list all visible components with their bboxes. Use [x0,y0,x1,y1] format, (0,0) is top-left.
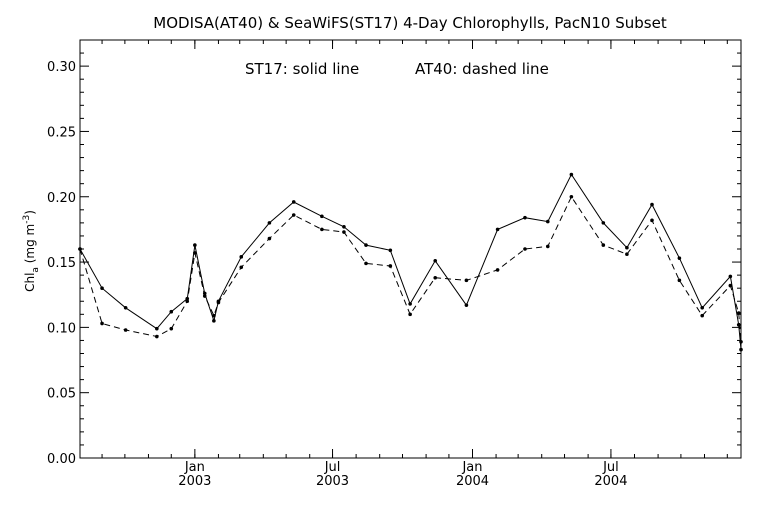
y-label-main: Chl [23,273,37,292]
y-tick-label: 0.30 [47,60,76,75]
data-point-st17 [601,221,606,225]
data-point-at40 [728,283,733,288]
data-point-st17 [155,326,159,331]
data-point-st17 [123,305,128,310]
data-point-at40 [193,251,197,255]
data-point-at40 [625,252,629,257]
data-point-st17 [625,245,629,250]
data-point-at40 [601,243,606,247]
series-line-st17 [79,173,742,350]
data-point-at40 [100,321,104,326]
data-point-at40 [739,339,743,344]
data-point-st17 [388,248,393,253]
y-axis-label: Chla (mg m-3) [22,210,41,292]
data-point-at40 [677,278,682,283]
data-point-st17 [523,215,527,220]
y-tick-label: 0.20 [47,191,76,206]
x-tick-month: Jul [324,460,341,475]
x-tick-year: 2003 [178,474,211,489]
data-point-at40 [433,275,438,280]
data-point-st17 [291,200,296,204]
chart-title: MODISA(AT40) & SeaWiFS(ST17) 4-Day Chlor… [153,14,667,32]
data-point-at40 [388,264,393,268]
series-layer [78,172,743,352]
data-point-st17 [700,305,705,310]
data-point-at40 [569,194,574,199]
dashed-line-note: AT40: dashed line [415,60,549,78]
data-point-at40 [78,247,82,251]
data-point-at40 [650,218,654,223]
data-point-at40 [291,213,296,217]
data-point-at40 [155,334,159,339]
data-point-at40 [408,312,412,317]
data-point-st17 [569,172,574,177]
data-point-st17 [677,256,682,260]
data-point-st17 [100,286,104,290]
data-point-at40 [320,227,324,232]
data-point-st17 [408,302,412,306]
data-point-at40 [736,311,741,315]
y-tick-label: 0.05 [47,387,76,402]
data-point-st17 [739,347,743,352]
x-tick-month: Jan [461,460,482,475]
data-point-at40 [202,294,207,298]
data-point-at40 [495,268,500,272]
data-point-st17 [650,202,654,207]
data-point-at40 [123,328,128,332]
data-point-at40 [185,299,190,304]
y-tick-label: 0.25 [47,125,76,140]
y-tick-label: 0.10 [47,321,76,336]
data-point-at40 [364,261,368,266]
x-tick-year: 2004 [594,474,627,489]
data-point-at40 [212,313,216,318]
x-tick-year: 2003 [316,474,349,489]
data-point-at40 [464,278,469,283]
data-point-st17 [364,243,368,247]
data-point-at40 [523,247,527,251]
x-tick-month: Jul [602,460,619,475]
y-axis: 0.00 0.05 0.10 0.15 0.20 0.25 0.30 [47,39,741,467]
data-point-st17 [169,309,174,314]
y-label-close: ) [23,210,37,215]
data-point-st17 [320,214,324,219]
data-point-st17 [193,243,197,247]
plot-frame [79,39,742,459]
data-point-st17 [239,255,244,259]
data-point-st17 [433,258,438,263]
data-point-st17 [267,221,272,225]
series-line-at40 [79,195,742,342]
y-label-unit: (mg m [23,224,37,267]
x-tick-month: Jan [184,460,205,475]
solid-line-note: ST17: solid line [245,60,359,78]
data-point-at40 [239,265,244,270]
x-tick-year: 2004 [456,474,489,489]
data-point-st17 [212,319,216,323]
y-tick-label: 0.00 [47,452,76,467]
data-point-at40 [216,300,221,305]
data-point-st17 [342,224,346,229]
data-point-at40 [545,244,550,249]
y-label-sub: a [31,267,41,273]
data-point-st17 [495,227,500,232]
data-point-at40 [169,326,174,331]
data-point-at40 [267,236,272,241]
data-point-at40 [700,313,705,318]
data-point-st17 [464,303,469,307]
data-point-st17 [545,219,550,224]
y-tick-label: 0.15 [47,256,76,271]
y-label-exponent: -3 [22,215,32,224]
data-point-at40 [342,230,346,234]
data-point-st17 [728,274,733,279]
